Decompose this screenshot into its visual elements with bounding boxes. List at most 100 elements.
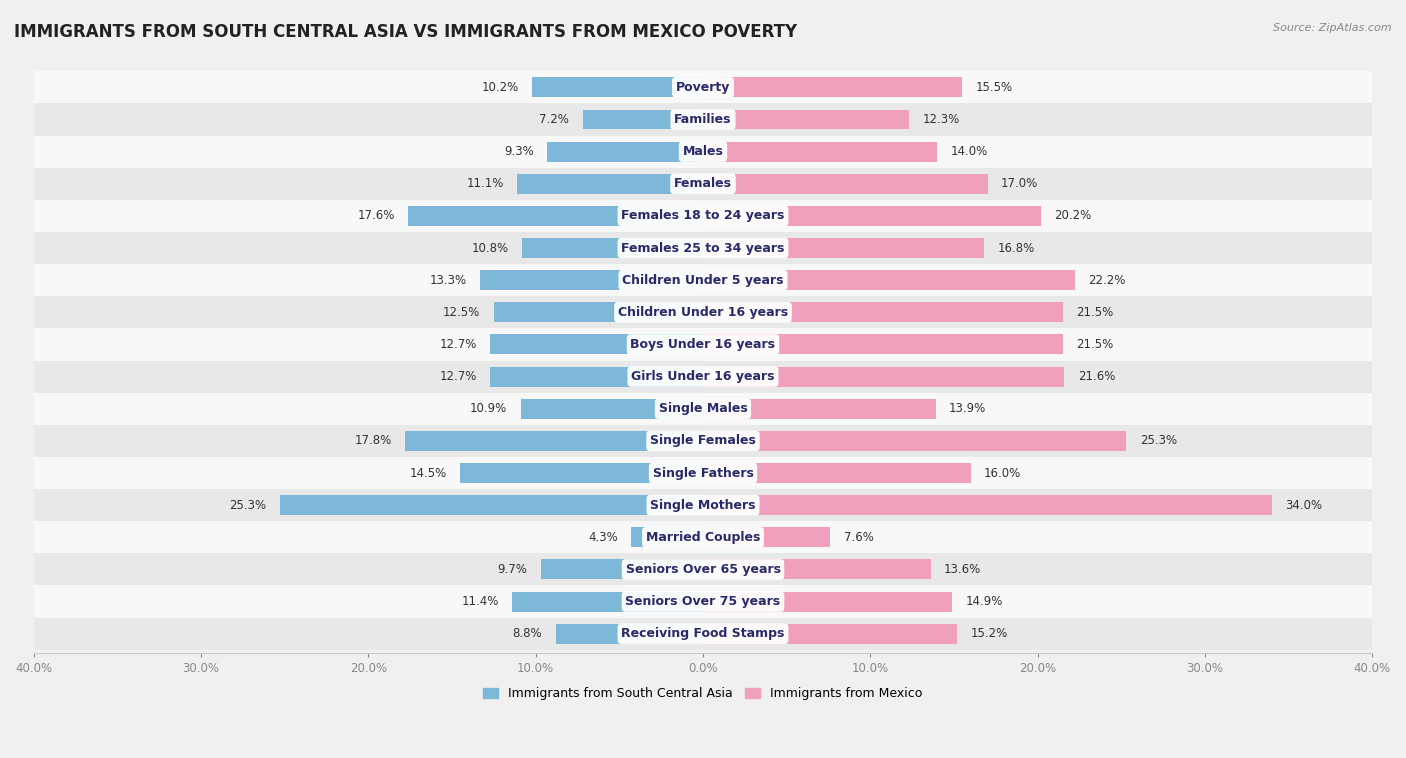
Text: 11.4%: 11.4% (461, 595, 499, 608)
Bar (517, 174, 703, 194)
Bar (34, 522, 1372, 553)
Text: 25.3%: 25.3% (229, 499, 266, 512)
Bar (703, 399, 935, 418)
Bar (34, 393, 1372, 424)
Bar (703, 559, 931, 579)
Bar (703, 367, 1064, 387)
Text: 16.8%: 16.8% (997, 242, 1035, 255)
Bar (34, 168, 1372, 200)
Text: 7.2%: 7.2% (540, 113, 569, 126)
Bar (34, 618, 1372, 650)
Text: Children Under 16 years: Children Under 16 years (619, 305, 787, 319)
Text: Seniors Over 75 years: Seniors Over 75 years (626, 595, 780, 608)
Bar (631, 528, 703, 547)
Bar (512, 591, 703, 612)
Text: 12.5%: 12.5% (443, 305, 481, 319)
Bar (34, 296, 1372, 328)
Text: Females: Females (673, 177, 733, 190)
Bar (703, 591, 952, 612)
Bar (34, 457, 1372, 489)
Bar (34, 264, 1372, 296)
Text: Single Females: Single Females (650, 434, 756, 447)
Text: 14.0%: 14.0% (950, 145, 988, 158)
Bar (481, 270, 703, 290)
Text: Males: Males (682, 145, 724, 158)
Text: Females 25 to 34 years: Females 25 to 34 years (621, 242, 785, 255)
Text: Single Mothers: Single Mothers (650, 499, 756, 512)
Bar (34, 489, 1372, 522)
Text: 9.7%: 9.7% (498, 563, 527, 576)
Bar (541, 559, 703, 579)
Text: 25.3%: 25.3% (1140, 434, 1177, 447)
Bar (522, 238, 703, 258)
Text: 17.0%: 17.0% (1001, 177, 1038, 190)
Bar (34, 103, 1372, 136)
Text: 21.5%: 21.5% (1076, 338, 1114, 351)
Text: 12.7%: 12.7% (440, 370, 477, 383)
Text: 21.5%: 21.5% (1076, 305, 1114, 319)
Text: 22.2%: 22.2% (1088, 274, 1125, 287)
Bar (34, 200, 1372, 232)
Bar (582, 109, 703, 130)
Text: 14.5%: 14.5% (409, 466, 447, 480)
Text: 11.1%: 11.1% (467, 177, 503, 190)
Text: 17.6%: 17.6% (357, 209, 395, 222)
Bar (34, 585, 1372, 618)
Bar (703, 334, 1063, 355)
Bar (703, 463, 970, 483)
Text: Single Males: Single Males (658, 402, 748, 415)
Text: Married Couples: Married Couples (645, 531, 761, 543)
Bar (703, 77, 963, 97)
Text: 12.3%: 12.3% (922, 113, 959, 126)
Bar (703, 495, 1272, 515)
Text: 10.2%: 10.2% (482, 81, 519, 94)
Bar (555, 624, 703, 644)
Text: 13.9%: 13.9% (949, 402, 986, 415)
Text: 20.2%: 20.2% (1054, 209, 1091, 222)
Text: IMMIGRANTS FROM SOUTH CENTRAL ASIA VS IMMIGRANTS FROM MEXICO POVERTY: IMMIGRANTS FROM SOUTH CENTRAL ASIA VS IM… (14, 23, 797, 41)
Legend: Immigrants from South Central Asia, Immigrants from Mexico: Immigrants from South Central Asia, Immi… (478, 682, 928, 705)
Text: Females 18 to 24 years: Females 18 to 24 years (621, 209, 785, 222)
Bar (520, 399, 703, 418)
Bar (703, 270, 1074, 290)
Text: 12.7%: 12.7% (440, 338, 477, 351)
Bar (703, 142, 938, 161)
Bar (34, 553, 1372, 585)
Bar (409, 206, 703, 226)
Text: 10.9%: 10.9% (470, 402, 508, 415)
Bar (34, 328, 1372, 361)
Bar (703, 302, 1063, 322)
Text: 15.5%: 15.5% (976, 81, 1012, 94)
Bar (34, 361, 1372, 393)
Text: Source: ZipAtlas.com: Source: ZipAtlas.com (1274, 23, 1392, 33)
Text: 13.3%: 13.3% (430, 274, 467, 287)
Bar (703, 109, 908, 130)
Text: 9.3%: 9.3% (505, 145, 534, 158)
Text: Girls Under 16 years: Girls Under 16 years (631, 370, 775, 383)
Text: Children Under 5 years: Children Under 5 years (623, 274, 783, 287)
Text: 8.8%: 8.8% (513, 627, 543, 641)
Bar (34, 424, 1372, 457)
Bar (34, 232, 1372, 264)
Text: 10.8%: 10.8% (472, 242, 509, 255)
Text: Families: Families (675, 113, 731, 126)
Text: Single Fathers: Single Fathers (652, 466, 754, 480)
Bar (703, 528, 830, 547)
Bar (491, 334, 703, 355)
Text: 34.0%: 34.0% (1285, 499, 1323, 512)
Bar (494, 302, 703, 322)
Bar (703, 206, 1040, 226)
Text: Seniors Over 65 years: Seniors Over 65 years (626, 563, 780, 576)
Bar (703, 624, 957, 644)
Text: Boys Under 16 years: Boys Under 16 years (630, 338, 776, 351)
Bar (280, 495, 703, 515)
Text: 21.6%: 21.6% (1078, 370, 1115, 383)
Bar (491, 367, 703, 387)
Bar (34, 136, 1372, 168)
Text: 4.3%: 4.3% (588, 531, 617, 543)
Bar (703, 174, 987, 194)
Bar (703, 431, 1126, 451)
Text: 16.0%: 16.0% (984, 466, 1021, 480)
Text: 15.2%: 15.2% (970, 627, 1008, 641)
Text: Poverty: Poverty (676, 81, 730, 94)
